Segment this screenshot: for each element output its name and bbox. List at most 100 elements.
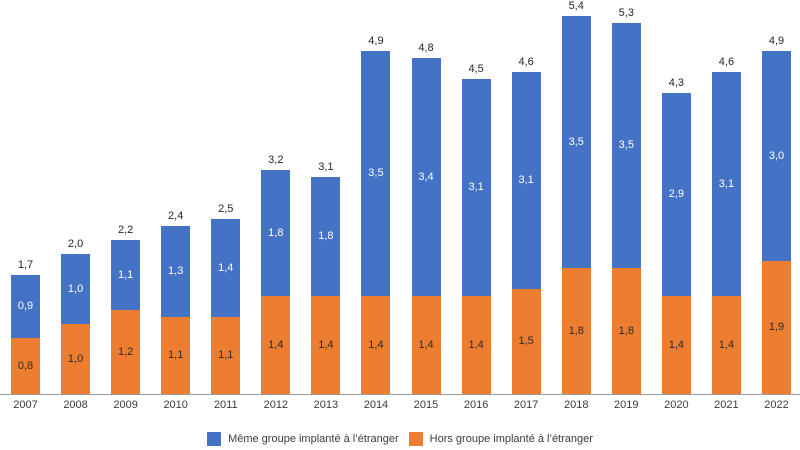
bar-segment-hors-groupe: 1,8 (561, 268, 591, 394)
segment-value-label: 1,4 (468, 338, 484, 351)
bar-segment-meme-groupe: 2,9 (661, 93, 691, 296)
segment-value-label: 3,5 (618, 139, 634, 151)
segment-value-label: 1,4 (268, 338, 284, 351)
total-value-label: 4,9 (368, 35, 384, 47)
total-value-label: 4,6 (518, 56, 534, 68)
total-value-label: 2,2 (117, 224, 134, 236)
total-value-label: 4,6 (718, 56, 735, 68)
bar-segment-meme-groupe: 3,5 (561, 16, 591, 268)
bar-segment-hors-groupe: 1,8 (611, 268, 641, 394)
x-axis-tick-label: 2011 (213, 399, 238, 411)
bar-segment-meme-groupe: 0,9 (11, 275, 40, 338)
segment-value-label: 1,2 (117, 345, 134, 358)
total-value-label: 3,1 (318, 161, 334, 173)
bar-segment-hors-groupe: 1,4 (361, 296, 391, 394)
segment-value-label: 1,3 (168, 265, 184, 277)
segment-value-label: 0,9 (17, 300, 34, 312)
segment-value-label: 3,0 (768, 149, 785, 162)
x-axis-tick-label: 2021 (714, 399, 739, 411)
bar-segment-hors-groupe: 1,0 (61, 324, 91, 394)
segment-value-label: 1,0 (67, 352, 84, 365)
segment-value-label: 1,4 (218, 261, 234, 274)
segment-value-label: 1,4 (718, 338, 735, 351)
bar-segment-meme-groupe: 3,4 (411, 58, 441, 296)
bar-segment-meme-groupe: 1,8 (311, 177, 341, 296)
x-axis-tick-label: 2020 (664, 399, 689, 411)
legend-swatch-icon (408, 432, 423, 446)
segment-value-label: 1,8 (568, 324, 584, 337)
segment-value-label: 1,4 (368, 338, 384, 351)
x-axis-tick-label: 2009 (113, 399, 138, 411)
total-value-label: 2,4 (168, 210, 184, 222)
bar-segment-hors-groupe: 1,4 (261, 296, 291, 394)
x-axis-tick-label: 2012 (263, 399, 289, 411)
bar-segment-meme-groupe: 1,8 (261, 170, 291, 296)
bar-segment-meme-groupe: 3,1 (711, 72, 741, 296)
x-axis-tick-label: 2016 (463, 399, 489, 411)
x-axis-tick-label: 2008 (63, 399, 88, 411)
bar-segment-meme-groupe: 1,3 (161, 226, 191, 317)
legend-label: Hors groupe implanté à l’étranger (429, 433, 593, 445)
x-axis-tick-label: 2015 (413, 399, 439, 411)
bar-segment-meme-groupe: 3,1 (511, 72, 541, 289)
bar-segment-meme-groupe: 3,5 (361, 51, 391, 296)
bar-segment-hors-groupe: 1,9 (762, 261, 791, 394)
total-value-label: 4,5 (468, 63, 484, 75)
segment-value-label: 1,8 (618, 324, 634, 337)
total-value-label: 2,0 (67, 238, 84, 250)
segment-value-label: 1,8 (318, 230, 334, 242)
x-axis-tick-label: 2014 (363, 399, 389, 411)
bar-segment-hors-groupe: 1,4 (411, 296, 441, 394)
segment-value-label: 1,4 (318, 338, 334, 351)
segment-value-label: 3,1 (468, 181, 484, 193)
segment-value-label: 1,4 (418, 338, 434, 351)
segment-value-label: 3,5 (568, 135, 584, 148)
total-value-label: 4,3 (668, 77, 684, 89)
segment-value-label: 1,5 (518, 335, 534, 347)
bar-segment-hors-groupe: 1,4 (311, 296, 341, 394)
segment-value-label: 1,8 (268, 226, 284, 239)
bar-segment-hors-groupe: 1,1 (161, 317, 191, 394)
total-value-label: 4,8 (418, 42, 434, 54)
legend-label: Même groupe implanté à l’étranger (228, 433, 399, 445)
bar-segment-hors-groupe: 1,4 (461, 296, 491, 394)
bar-segment-hors-groupe: 1,5 (511, 289, 541, 394)
total-value-label: 5,4 (568, 0, 584, 12)
bar-segment-hors-groupe: 1,1 (211, 317, 241, 394)
bar-segment-hors-groupe: 1,2 (111, 310, 141, 394)
segment-value-label: 1,9 (768, 321, 785, 333)
bar-segment-meme-groupe: 3,5 (611, 23, 641, 268)
segment-value-label: 2,9 (668, 188, 684, 200)
bar-segment-meme-groupe: 3,0 (762, 51, 791, 261)
legend: Même groupe implanté à l’étranger Hors gr… (0, 431, 800, 447)
bar-segment-meme-groupe: 1,1 (111, 240, 141, 310)
x-axis-tick-label: 2022 (764, 399, 789, 411)
total-value-label: 5,3 (618, 7, 634, 19)
x-axis-tick-label: 2010 (163, 399, 188, 411)
total-value-label: 1,7 (17, 259, 34, 271)
segment-value-label: 3,1 (718, 177, 735, 190)
total-value-label: 4,9 (768, 35, 785, 47)
segment-value-label: 1,1 (218, 349, 234, 361)
total-value-label: 3,2 (268, 154, 284, 166)
x-axis-line (0, 394, 800, 395)
x-axis-tick-label: 2018 (563, 399, 589, 411)
segment-value-label: 0,8 (17, 359, 34, 372)
bar-segment-meme-groupe: 1,4 (211, 219, 241, 317)
bar-segment-hors-groupe: 0,8 (11, 338, 40, 394)
legend-swatch-icon (207, 432, 222, 446)
legend-item: Même groupe implanté à l’étranger (207, 432, 399, 446)
segment-value-label: 3,5 (368, 167, 384, 179)
bar-segment-hors-groupe: 1,4 (711, 296, 741, 394)
segment-value-label: 3,4 (418, 170, 434, 183)
bar-segment-hors-groupe: 1,4 (661, 296, 691, 394)
total-value-label: 2,5 (218, 203, 234, 215)
x-axis-tick-label: 2017 (513, 399, 539, 411)
segment-value-label: 3,1 (518, 174, 534, 186)
segment-value-label: 1,4 (668, 338, 684, 351)
bar-segment-meme-groupe: 3,1 (461, 79, 491, 296)
x-axis-tick-label: 2007 (13, 399, 38, 411)
x-axis-tick-label: 2019 (614, 399, 639, 411)
